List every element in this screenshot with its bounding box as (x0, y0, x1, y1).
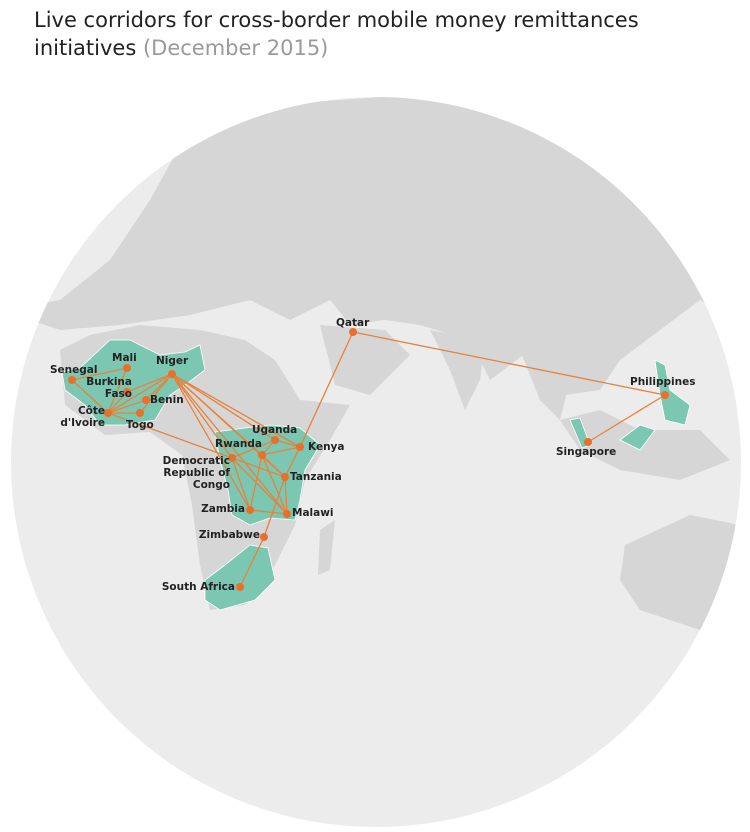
title: Live corridors for cross-border mobile m… (34, 8, 639, 60)
corridor-line (284, 476, 288, 515)
corridor-line (231, 439, 276, 459)
corridor-line (261, 446, 301, 456)
corridors (71, 331, 666, 588)
country-label: Zambia (201, 503, 245, 515)
corridor-line (171, 373, 276, 441)
country-label: Philippines (630, 376, 696, 388)
country-points (68, 328, 669, 591)
corridor-line (107, 412, 233, 459)
corridor-line (107, 373, 173, 414)
country-dot (123, 388, 131, 396)
corridor-line (284, 446, 301, 478)
country-dot (258, 451, 266, 459)
country-label: Malawi (292, 507, 334, 519)
country-label: Uganda (252, 424, 298, 436)
corridor-line (107, 391, 128, 414)
title-block: Live corridors for cross-border mobile m… (34, 6, 734, 62)
country-dot (246, 506, 254, 514)
country-label: Democratic Republic of Congo (162, 455, 230, 491)
country-dot (349, 328, 357, 336)
country-label: South Africa (161, 581, 235, 593)
corridor-line (171, 373, 251, 511)
country-label: Tanzania (290, 471, 342, 483)
country-label: Burkina Faso (86, 376, 132, 400)
corridor-line (145, 373, 173, 401)
corridor-line (261, 454, 286, 478)
country-label: Singapore (556, 446, 617, 458)
corridor-line (171, 373, 233, 459)
country-label: Togo (126, 419, 154, 431)
country-dot (228, 454, 236, 462)
country-dot (123, 364, 131, 372)
corridor-line (231, 457, 288, 515)
country-dot (168, 370, 176, 378)
corridor-line (139, 373, 173, 414)
country-label: Rwanda (215, 438, 262, 450)
corridor-line (299, 331, 354, 448)
corridor-line (249, 509, 288, 515)
corridor-line (263, 476, 286, 538)
country-dot (281, 473, 289, 481)
country-dot (271, 436, 279, 444)
country-label: Senegal (50, 364, 98, 376)
corridor-line (107, 367, 128, 414)
country-dot (296, 443, 304, 451)
country-dot (260, 533, 268, 541)
corridor-line (231, 457, 286, 478)
corridor-line (71, 379, 109, 414)
corridor-line (71, 367, 128, 381)
country-dot (661, 391, 669, 399)
corridor-line (126, 373, 173, 393)
corridor-line (587, 394, 666, 443)
country-label: Benin (150, 394, 184, 406)
country-dot (104, 409, 112, 417)
corridor-line (171, 373, 288, 515)
corridor-line (107, 399, 147, 414)
corridor-line (239, 536, 265, 588)
country-label: Qatar (336, 317, 370, 329)
subtitle: (December 2015) (142, 36, 329, 60)
country-dot (236, 583, 244, 591)
corridor-line (274, 439, 301, 448)
country-label: Mali (112, 352, 137, 364)
country-label: Côte d'Ivoire (60, 405, 105, 429)
country-label: Zimbabwe (198, 529, 260, 541)
country-label: Niger (156, 355, 189, 367)
corridor-line (261, 454, 288, 515)
corridor-line (352, 331, 666, 396)
country-dot (142, 396, 150, 404)
country-dot (283, 510, 291, 518)
country-label: Kenya (308, 441, 345, 453)
corridor-line (231, 457, 251, 511)
country-dot (68, 376, 76, 384)
corridor-line (249, 454, 263, 511)
country-dot (136, 409, 144, 417)
corridor-line (171, 373, 301, 448)
country-dot (584, 438, 592, 446)
